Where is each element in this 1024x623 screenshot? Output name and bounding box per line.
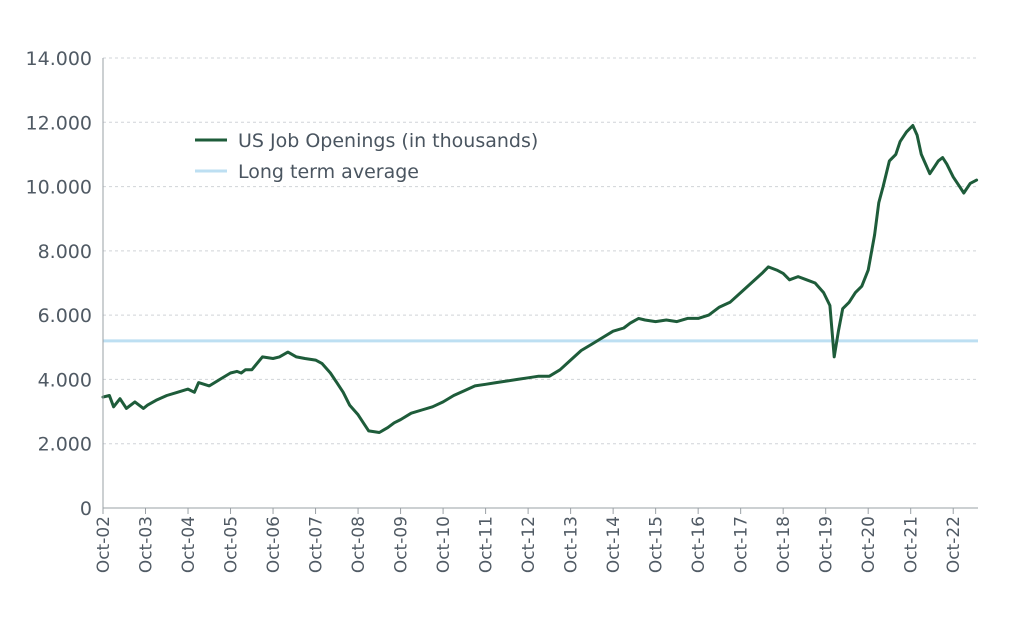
axes: [102, 58, 978, 514]
x-tick-label: Oct-21: [902, 516, 922, 573]
x-tick-label: Oct-06: [264, 516, 284, 573]
x-tick-label: Oct-07: [307, 516, 327, 573]
y-tick-label: 12.000: [26, 112, 92, 134]
y-tick-label: 0: [80, 498, 92, 520]
x-tick-label: Oct-22: [944, 516, 964, 573]
y-tick-label: 10.000: [26, 177, 92, 199]
x-tick-label: Oct-16: [689, 516, 709, 573]
x-tick-label: Oct-20: [859, 516, 879, 573]
x-tick-label: Oct-04: [179, 516, 199, 573]
x-tick-label: Oct-03: [137, 516, 157, 573]
legend: US Job Openings (in thousands) Long term…: [195, 130, 538, 183]
x-tick-label: Oct-13: [562, 516, 582, 573]
x-tick-label: Oct-05: [222, 516, 242, 573]
x-tick-label: Oct-19: [817, 516, 837, 573]
y-tick-label: 6.000: [38, 305, 92, 327]
y-tick-label: 4.000: [38, 369, 92, 391]
x-tick-label: Oct-18: [774, 516, 794, 573]
gridlines: [103, 57, 978, 445]
x-tick-label: Oct-02: [94, 516, 114, 573]
x-tick-label: Oct-15: [647, 516, 667, 573]
series-layer: [101, 124, 979, 434]
legend-label-job-openings: US Job Openings (in thousands): [238, 130, 538, 152]
x-tick-label: Oct-11: [477, 516, 497, 573]
x-tick-label: Oct-10: [434, 516, 454, 573]
y-tick-label: 2.000: [38, 434, 92, 456]
x-tick-label: Oct-12: [519, 516, 539, 573]
legend-label-long-term-average: Long term average: [238, 161, 419, 183]
x-tick-label: Oct-08: [349, 516, 369, 573]
y-tick-label: 14.000: [26, 48, 92, 70]
x-axis-labels: Oct-02 Oct-03 Oct-04 Oct-05 Oct-06 Oct-07 Oct-…: [94, 516, 964, 573]
y-tick-label: 8.000: [38, 241, 92, 263]
x-tick-label: Oct-09: [392, 516, 412, 573]
x-tick-label: Oct-14: [604, 516, 624, 573]
y-axis-labels: 0 2.000 4.000 6.000 8.000 10.000 12.000 14.000: [26, 48, 92, 520]
x-tick-label: Oct-17: [732, 516, 752, 573]
job-openings-series-line: [101, 124, 979, 434]
